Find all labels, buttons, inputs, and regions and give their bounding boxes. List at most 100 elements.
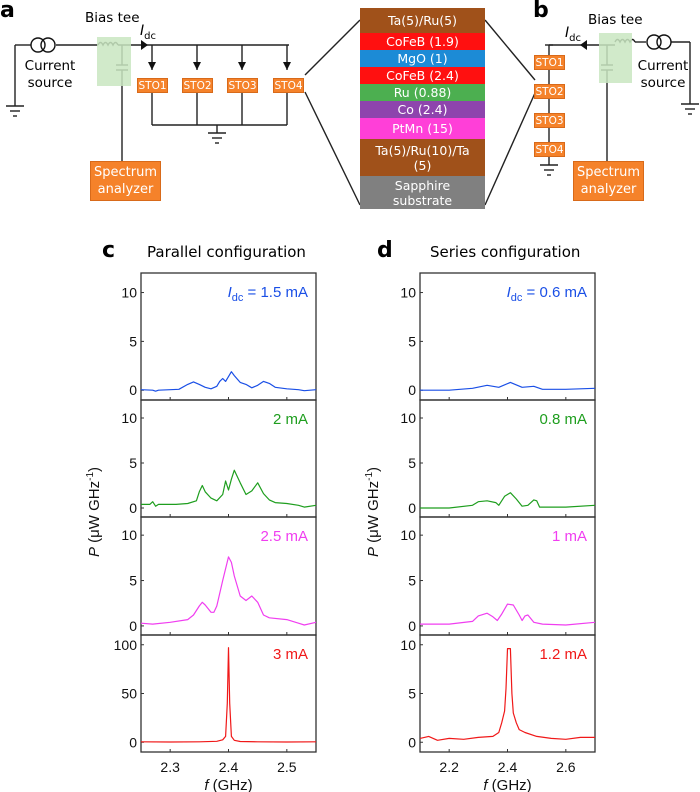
spectrum-analyzer-text-1: Spectrum — [577, 165, 640, 180]
current-source-text-2: source — [640, 75, 686, 91]
x-tick-label: 2.6 — [556, 759, 576, 775]
spectrum-line — [140, 647, 317, 743]
layer-sapphire: Sapphire substrate — [360, 176, 485, 209]
label-value: = 1.5 mA — [243, 284, 308, 301]
subplot-c-4: 0 50 100 3 mA — [114, 634, 317, 753]
layer-ptmn: PtMn (15) — [360, 118, 485, 139]
panel-letter-a: a — [0, 0, 15, 23]
y-tick-label: 0 — [408, 734, 416, 750]
current-subscript: dc — [569, 32, 581, 44]
current-label: 1 mA — [552, 528, 587, 545]
bias-tee-label-a: Bias tee — [85, 10, 140, 26]
subplot-d-2: 0 5 10 0.8 mA — [400, 399, 596, 518]
panel-a-arrows — [141, 40, 291, 70]
y-tick-label: 10 — [400, 637, 416, 653]
x-tick-label: 2.4 — [219, 759, 239, 775]
chart-title-d: Series configuration — [430, 243, 581, 261]
spectrum-line — [420, 492, 596, 509]
layer-cofeb-bottom: CoFeB (2.4) — [360, 67, 485, 84]
label-value: = 0.6 mA — [522, 284, 587, 301]
current-symbol: I — [565, 25, 570, 41]
bias-tee-box-b — [599, 33, 632, 83]
subplot-c-1: 0 5 10 Idc = 1.5 mA — [121, 272, 317, 401]
label-subscript: dc — [511, 292, 523, 304]
layer-label: MgO (1) — [397, 51, 448, 66]
current-source-text-1: Current — [637, 58, 689, 74]
sto3-b: STO3 — [534, 113, 565, 128]
y-tick-label: 0 — [408, 382, 416, 398]
spectrum-analyzer-text-1: Spectrum — [94, 165, 157, 180]
x-tick-label: 2.3 — [160, 759, 180, 775]
layer-label: Ta(5)/Ru(10)/Ta (5) — [375, 142, 470, 173]
layer-cofeb-top: CoFeB (1.9) — [360, 33, 485, 50]
current-label: 2 mA — [273, 411, 308, 428]
bias-tee-box-a — [97, 37, 131, 86]
y-tick-label: 5 — [129, 455, 137, 471]
y-tick-label: 5 — [408, 455, 416, 471]
spectrum-analyzer-b: Spectrum analyzer — [573, 161, 644, 201]
current-label-b: Idc — [565, 25, 581, 44]
current-label: 1.2 mA — [539, 646, 587, 663]
x-tick-label: 2.5 — [277, 759, 297, 775]
panel-letter-c: c — [102, 238, 116, 263]
bias-tee-label-b: Bias tee — [588, 12, 643, 28]
current-label: Idc = 0.6 mA — [507, 284, 587, 304]
layer-stack: Ta(5)/Ru(5) CoFeB (1.9) MgO (1) CoFeB (2… — [360, 8, 485, 209]
layer-ta-ru-ta: Ta(5)/Ru(10)/Ta (5) — [360, 139, 485, 176]
y-tick-label: 10 — [121, 410, 137, 426]
current-label: 0.8 mA — [539, 411, 587, 428]
subplot-c-2: 0 5 10 2 mA — [121, 399, 317, 518]
current-source-icon-b — [646, 34, 672, 50]
chart-c: 0 5 10 Idc = 1.5 mA 0 5 10 2 mA 0 5 10 2.5 mA 0 50 100… — [85, 272, 317, 792]
layer-label: Sapphire substrate — [392, 177, 453, 208]
layer-label: Ta(5)/Ru(5) — [388, 13, 457, 28]
layer-mgo: MgO (1) — [360, 50, 485, 67]
panel-letter-b: b — [533, 0, 549, 23]
layer-label: Co (2.4) — [397, 102, 448, 117]
y-tick-label: 10 — [121, 285, 137, 301]
y-tick-label: 100 — [114, 637, 138, 653]
panel-letter-d: d — [377, 238, 393, 263]
y-tick-label: 5 — [408, 333, 416, 349]
subplot-d-1: 0 5 10 Idc = 0.6 mA — [400, 272, 596, 401]
y-tick-label: 0 — [408, 618, 416, 634]
y-tick-label: 10 — [400, 410, 416, 426]
current-subscript: dc — [144, 30, 156, 42]
subplot-c-3: 0 5 10 2.5 mA — [121, 516, 317, 636]
layer-ta-ru: Ta(5)/Ru(5) — [360, 8, 485, 33]
current-symbol: I — [140, 23, 145, 39]
y-tick-label: 0 — [129, 618, 137, 634]
layer-label: CoFeB (2.4) — [386, 68, 459, 83]
current-label: 3 mA — [273, 646, 308, 663]
y-tick-label: 0 — [408, 500, 416, 516]
current-source-text-2: source — [27, 75, 73, 91]
layer-co: Co (2.4) — [360, 101, 485, 118]
y-tick-label: 10 — [121, 527, 137, 543]
sto1-b: STO1 — [534, 55, 565, 70]
y-tick-label: 5 — [129, 333, 137, 349]
current-source-text-1: Current — [24, 58, 76, 74]
current-label: Idc = 1.5 mA — [228, 284, 308, 304]
current-source-label-b: Current source — [633, 58, 693, 92]
spectrum-line — [140, 556, 317, 626]
y-tick-label: 0 — [129, 382, 137, 398]
sto1-a: STO1 — [137, 78, 168, 93]
spectrum-analyzer-text-2: analyzer — [97, 182, 154, 197]
spectrum-analyzer-a: Spectrum analyzer — [90, 161, 161, 201]
spectrum-line — [141, 469, 317, 508]
x-axis-label: f (GHz) — [483, 777, 531, 792]
current-label: 2.5 mA — [260, 528, 308, 545]
y-tick-label: 5 — [408, 686, 416, 702]
y-axis-label: P (μW GHz-1) — [85, 467, 103, 557]
y-tick-label: 0 — [129, 500, 137, 516]
y-tick-label: 0 — [129, 734, 137, 750]
y-axis-label: P (μW GHz-1) — [364, 467, 382, 557]
sto4-a: STO4 — [273, 78, 304, 93]
layer-label: CoFeB (1.9) — [386, 34, 459, 49]
subplot-d-4: 0 5 10 1.2 mA — [400, 634, 596, 753]
current-label-a: Idc — [140, 23, 156, 42]
label-symbol: I — [228, 284, 232, 301]
subplot-d-3: 0 5 10 1 mA — [400, 516, 596, 636]
y-tick-label: 5 — [408, 573, 416, 589]
